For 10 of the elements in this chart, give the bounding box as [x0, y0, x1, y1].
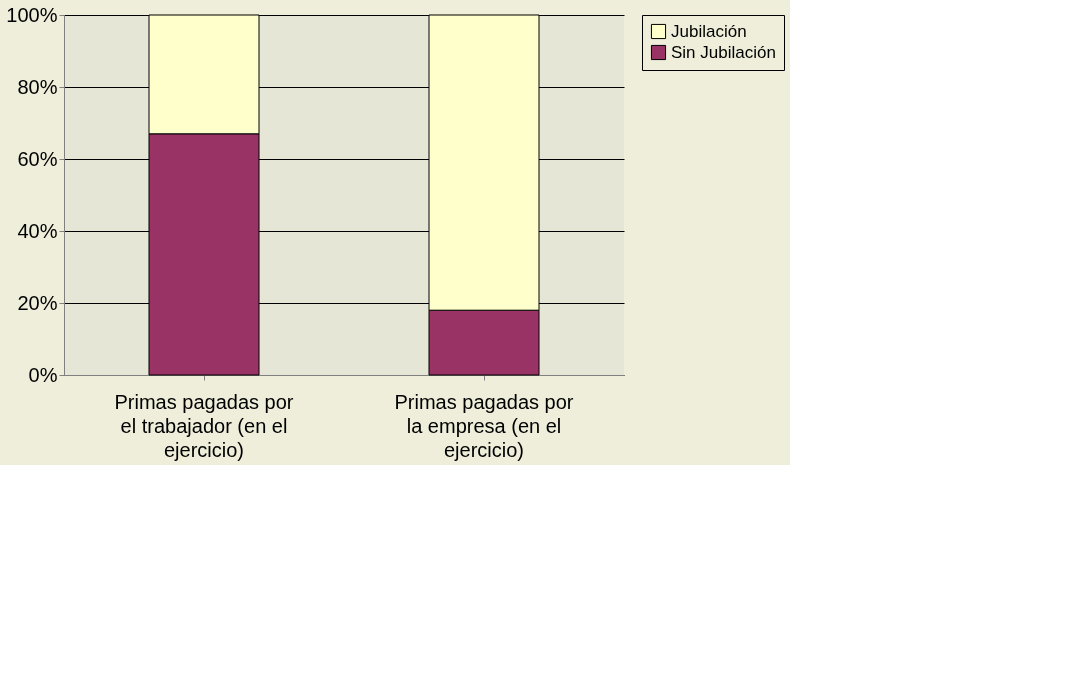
y-tick-label: 60%: [17, 147, 58, 170]
y-tick-label: 0%: [28, 363, 58, 386]
legend-label: Jubilación: [671, 21, 747, 41]
legend-label: Sin Jubilación: [671, 42, 776, 62]
y-tick-label: 100%: [6, 3, 58, 26]
y-tick-label: 20%: [17, 291, 58, 314]
x-tick-label: Primas pagadas por el trabajador (en el ejercicio): [114, 390, 294, 461]
x-tick-label: Primas pagadas por la empresa (en el ejercicio): [394, 390, 574, 461]
y-tick-label: 80%: [17, 75, 58, 98]
y-tick-label: 40%: [17, 219, 58, 242]
